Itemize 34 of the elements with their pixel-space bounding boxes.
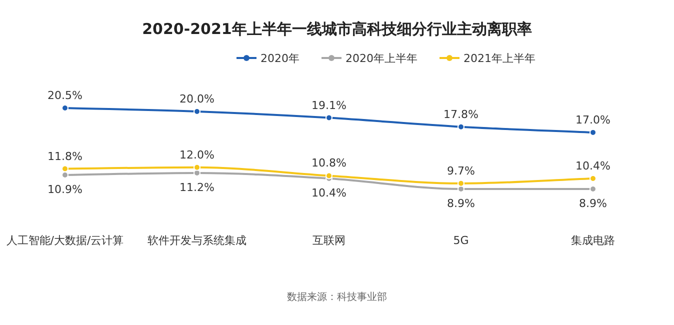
data-label: 10.4% [312,186,346,200]
source-note: 数据来源：科技事业部 [287,291,387,303]
data-label: 10.4% [576,160,610,173]
point [62,165,68,172]
x-tick-label: 互联网 [312,234,346,247]
point [194,164,200,171]
legend-label: 2020年 [260,52,300,65]
point [326,172,332,180]
legend-label: 2021年上半年 [464,52,536,65]
legend-label: 2020年上半年 [346,52,418,65]
data-label: 20.0% [180,92,214,106]
data-label: 10.8% [312,156,346,170]
data-label: 19.1% [312,98,346,112]
data-label: 17.0% [576,113,610,126]
data-label: 8.9% [579,197,607,210]
data-label: 11.2% [180,180,214,194]
point [326,114,332,122]
data-label: 9.7% [447,164,475,178]
point [458,123,464,130]
x-tick-label: 5G [453,234,469,247]
point [458,186,464,192]
data-label: 8.9% [447,197,475,210]
data-label: 17.8% [444,108,478,121]
x-tick-label: 软件开发与系统集成 [148,234,246,247]
point [62,104,68,112]
data-label: 20.5% [48,89,82,102]
point [458,180,464,187]
x-tick-label: 集成电路 [571,234,615,247]
x-tick-label: 人工智能/大数据/云计算 [6,234,124,247]
data-label: 10.9% [48,183,82,196]
point [590,186,596,192]
data-label: 11.8% [48,150,82,163]
chart-title: 2020-2021年上半年一线城市高科技细分行业主动离职率 [142,20,532,38]
data-label: 12.0% [180,148,214,162]
